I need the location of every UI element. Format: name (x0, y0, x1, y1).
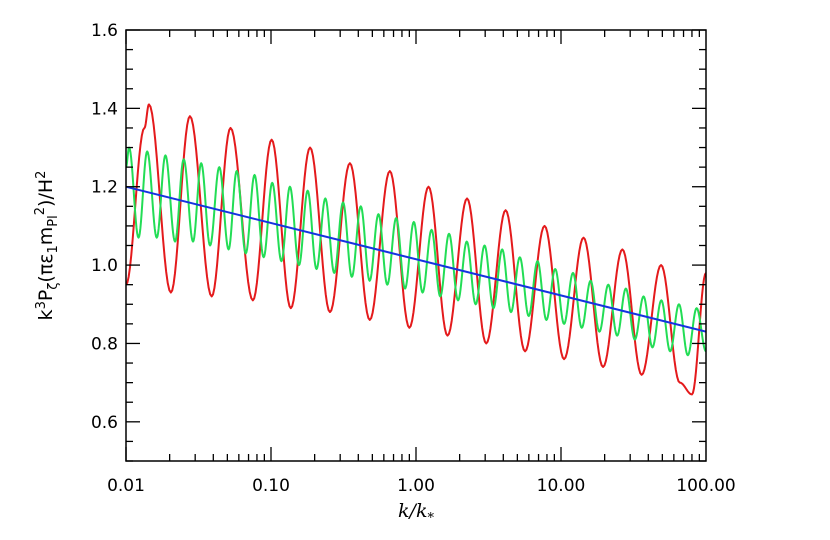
y-tick-label: 1.2 (91, 178, 118, 198)
y-tick-label: 0.6 (91, 413, 118, 433)
x-tick-label: 0.10 (252, 476, 290, 496)
y-tick-label: 1.6 (91, 21, 118, 41)
x-tick-labels: 0.01 0.10 1.00 10.00 100.00 (107, 476, 736, 496)
series-blue-line (126, 185, 706, 333)
x-tick-label: 1.00 (397, 476, 435, 496)
series-green-line (126, 146, 706, 357)
x-axis-label: k/k* (398, 500, 434, 526)
y-tick-label: 1.4 (91, 99, 118, 119)
y-ticks (126, 29, 706, 462)
y-axis-label: k3Pζ(πε1mPl2)/H2 (33, 171, 61, 321)
y-tick-label: 0.8 (91, 334, 118, 354)
x-tick-label: 100.00 (676, 476, 735, 496)
x-tick-label: 10.00 (537, 476, 586, 496)
x-ticks (125, 30, 701, 461)
plot-lines (126, 103, 706, 396)
x-tick-label: 0.01 (107, 476, 145, 496)
y-tick-label: 1.0 (91, 256, 118, 276)
series-red-line (126, 103, 706, 396)
y-tick-labels: 0.6 0.8 1.0 1.2 1.4 1.6 (91, 21, 118, 433)
plot-frame (125, 29, 707, 462)
